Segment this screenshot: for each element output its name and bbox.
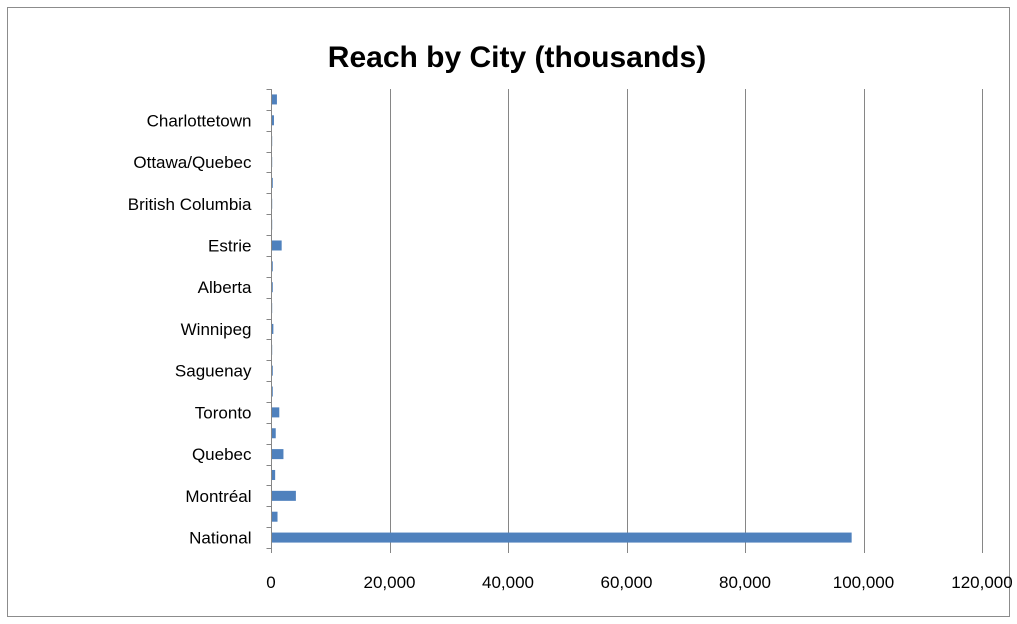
bar (271, 490, 296, 501)
bar (271, 511, 278, 522)
bar (271, 469, 276, 480)
x-tick-label: 0 (266, 573, 275, 592)
y-category-label: Toronto (195, 403, 252, 422)
labels: 0 20,000 40,000 60,000 80,000 100,000 120,000 N… (128, 111, 1013, 592)
y-category-label: British Columbia (128, 195, 252, 214)
bars (271, 94, 852, 543)
x-tick-label: 60,000 (601, 573, 653, 592)
axes (266, 89, 983, 553)
y-category-label: Montréal (185, 487, 251, 506)
x-tick-label: 40,000 (482, 573, 534, 592)
y-category-label: National (189, 529, 251, 548)
y-category-label: Winnipeg (181, 320, 252, 339)
x-tick-label: 120,000 (951, 573, 1012, 592)
bar (271, 94, 277, 105)
x-tick-label: 20,000 (364, 573, 416, 592)
bar (271, 115, 274, 126)
bar (271, 323, 274, 334)
y-category-label: Ottawa/Quebec (133, 153, 252, 172)
y-category-label: Quebec (192, 445, 252, 464)
bar (271, 428, 276, 439)
bar (271, 407, 280, 418)
y-category-label: Alberta (198, 278, 252, 297)
x-tick-label: 100,000 (833, 573, 894, 592)
y-category-label: Estrie (208, 236, 251, 255)
bar (271, 240, 282, 251)
x-tick-label: 80,000 (719, 573, 771, 592)
y-category-label: Saguenay (175, 362, 252, 381)
bar (271, 449, 284, 460)
bar (271, 532, 852, 543)
gridlines (390, 89, 983, 548)
chart-title: Reach by City (thousands) (328, 41, 706, 74)
y-category-label: Charlottetown (147, 111, 252, 130)
